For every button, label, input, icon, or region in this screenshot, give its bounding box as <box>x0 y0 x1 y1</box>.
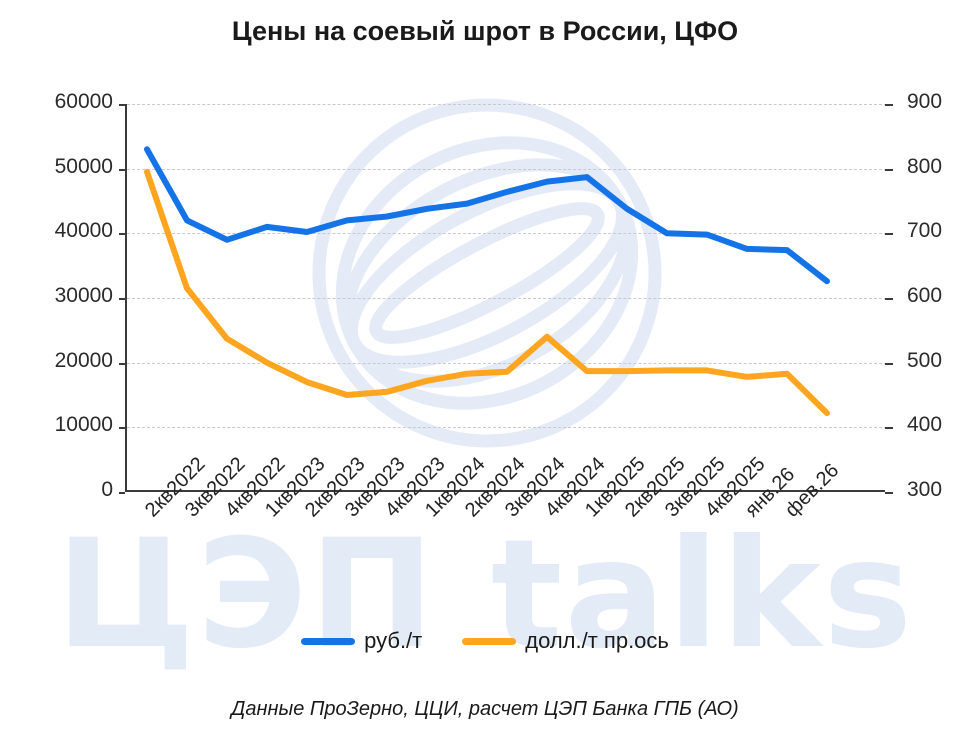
y-axis-right-tick-mark <box>885 104 893 106</box>
y-axis-right-tick-mark <box>885 298 893 300</box>
y-axis-left-tick-mark <box>119 168 125 171</box>
y-axis-left-tick-label: 50000 <box>54 154 113 178</box>
gridline <box>127 104 887 105</box>
line-swatch-orange-icon <box>462 637 517 645</box>
plot-area <box>125 104 887 492</box>
gridline <box>127 362 887 364</box>
gridline <box>127 168 887 170</box>
y-axis-right-tick-label: 500 <box>907 348 943 372</box>
y-axis-left-tick-mark <box>119 427 125 430</box>
legend-label-usd: долл./т пр.ось <box>525 628 669 653</box>
legend-label-rub: руб./т <box>364 628 423 653</box>
y-axis-left-tick-mark <box>119 362 125 365</box>
chart-legend: руб./т долл./т пр.ось <box>0 628 970 654</box>
y-axis-right-tick-label: 600 <box>907 284 943 307</box>
series-line-rub <box>144 146 830 285</box>
y-axis-left-tick-label: 30000 <box>54 284 113 307</box>
gridline <box>127 233 887 235</box>
source-note: Данные ПроЗерно, ЦЦИ, расчет ЦЭП Банка Г… <box>231 698 739 720</box>
gridline <box>127 427 887 429</box>
y-axis-right-tick-mark <box>885 233 893 236</box>
y-axis-right-tick-label: 800 <box>907 154 943 178</box>
y-axis-right-tick-mark <box>885 168 893 171</box>
y-axis-right-tick-mark <box>885 362 893 365</box>
y-axis-left-tick-label: 10000 <box>54 413 113 437</box>
y-axis-left-tick-label: 40000 <box>54 219 113 243</box>
y-axis-left-tick-mark <box>119 298 125 300</box>
gridline <box>127 298 887 299</box>
y-axis-left-tick-label: 20000 <box>54 348 113 372</box>
y-axis-right-tick-label: 700 <box>907 219 943 243</box>
y-axis-left-tick-label: 0 <box>101 478 113 501</box>
y-axis-right-tick-label: 900 <box>907 90 943 113</box>
series-line-usd <box>144 168 830 417</box>
y-axis-right-tick-mark <box>885 427 893 430</box>
legend-item-usd[interactable]: долл./т пр.ось <box>462 628 669 654</box>
line-swatch-blue-icon <box>301 637 356 645</box>
y-axis-left-tick-mark <box>119 492 125 494</box>
y-axis-right-tick-label: 300 <box>907 478 943 501</box>
y-axis-right-tick-label: 400 <box>907 413 943 437</box>
y-axis-left-tick-label: 60000 <box>54 90 113 113</box>
y-axis-left-tick-mark <box>119 104 125 106</box>
y-axis-left-tick-mark <box>119 233 125 236</box>
page-title: Цены на соевый шрот в России, ЦФО <box>231 16 739 46</box>
y-axis-right-tick-mark <box>885 492 893 494</box>
legend-item-rub[interactable]: руб./т <box>301 628 422 654</box>
